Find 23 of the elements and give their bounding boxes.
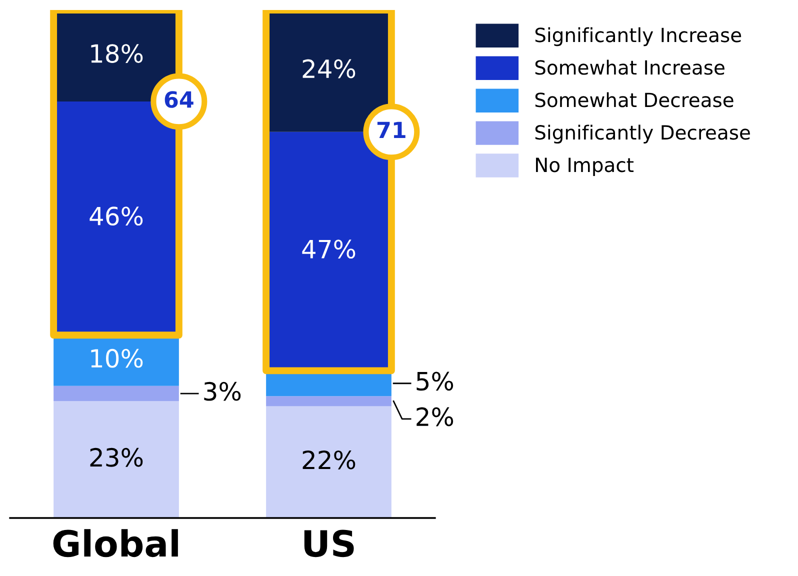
data-label: 18% bbox=[91, 44, 143, 63]
data-label: 22% bbox=[302, 450, 356, 470]
legend-label: Significantly Decrease bbox=[535, 124, 750, 144]
bar bbox=[54, 401, 179, 518]
data-label: 10% bbox=[91, 348, 143, 368]
data-label: 24% bbox=[302, 59, 356, 78]
x-tick-label: US bbox=[304, 530, 354, 558]
data-label: 5% bbox=[416, 372, 454, 391]
data-label: 3% bbox=[204, 382, 241, 401]
x-tick-label: Global bbox=[53, 529, 178, 558]
bar bbox=[266, 396, 392, 406]
bar bbox=[54, 386, 179, 402]
annotation: 64 bbox=[164, 91, 194, 108]
legend-label: Somewhat Increase bbox=[535, 60, 724, 75]
legend-label: Significantly Increase bbox=[535, 27, 742, 46]
legend-label: Somewhat Decrease bbox=[535, 92, 734, 108]
bar bbox=[266, 406, 392, 518]
data-label: 23% bbox=[90, 448, 143, 467]
data-label: 46% bbox=[90, 206, 143, 226]
data-label: 47% bbox=[302, 240, 356, 259]
data-label: 2% bbox=[416, 407, 454, 426]
annotation: 71 bbox=[377, 122, 406, 138]
legend-label: No Impact bbox=[536, 158, 634, 176]
